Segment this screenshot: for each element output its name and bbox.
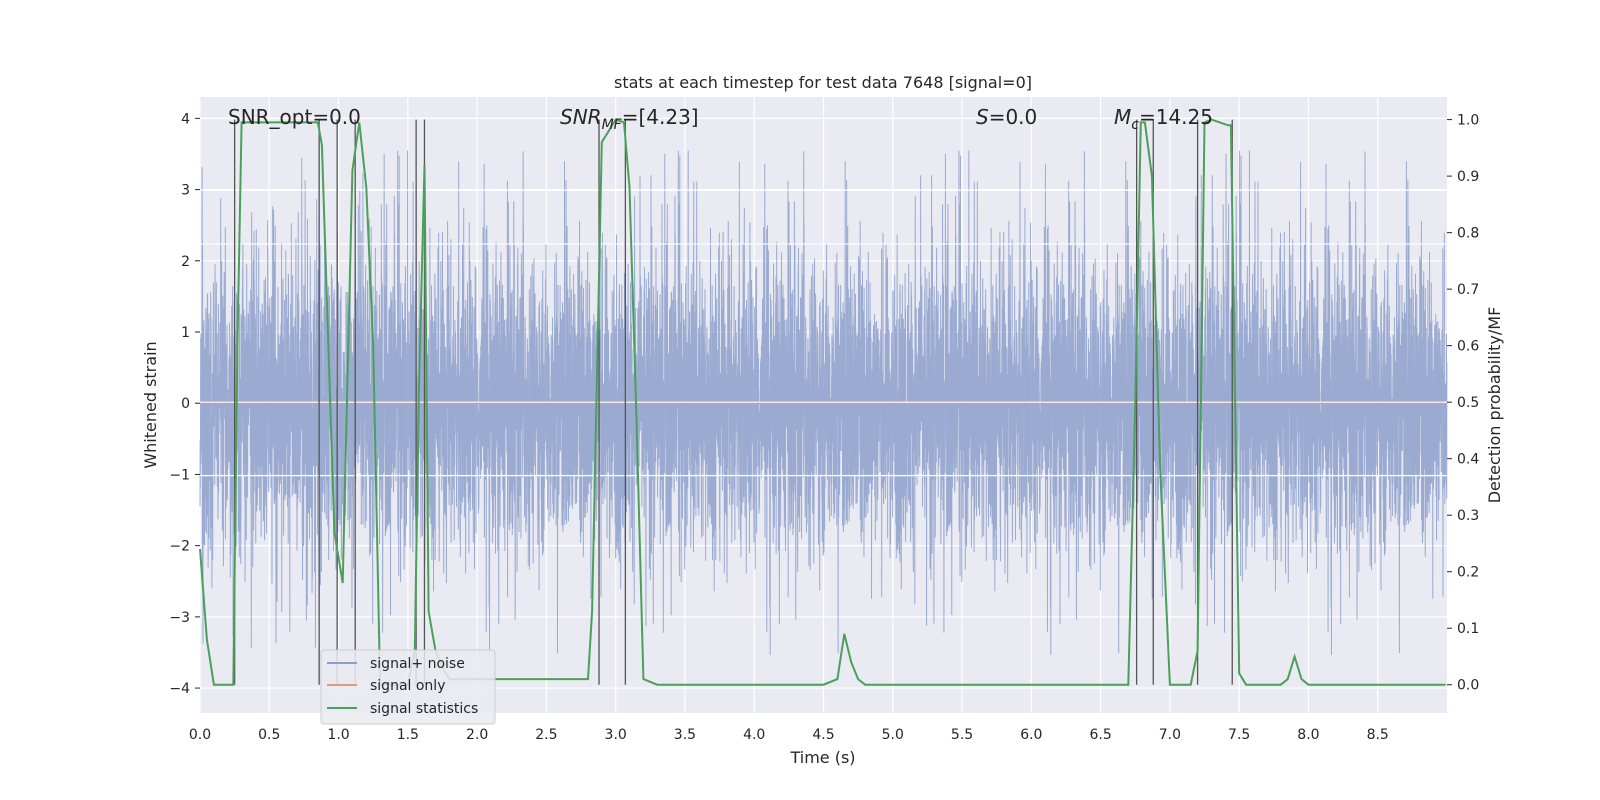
y-tick-label: −4 (169, 681, 190, 697)
x-tick-label: 8.5 (1367, 727, 1389, 743)
y-tick-label: −2 (169, 539, 190, 555)
annotation-snr-mf: SNRMF=[4.23] (560, 105, 699, 133)
legend-label-signal-statistics: signal statistics (370, 701, 478, 717)
y-right-tick-label: 0.3 (1457, 508, 1479, 524)
x-tick-label: 7.5 (1228, 727, 1250, 743)
annotation-snr-opt: SNR_opt=0.0 (228, 105, 361, 129)
x-tick-label: 1.5 (397, 727, 419, 743)
y-tick-label: 2 (181, 254, 190, 270)
annotation-mc-subscript: c (1131, 117, 1139, 133)
y-right-tick-label: 0.0 (1457, 678, 1479, 694)
y-tick-label: 1 (181, 325, 190, 341)
horizontal-reference-lines (200, 189, 1447, 477)
x-tick-label: 3.5 (674, 727, 696, 743)
annotation-mc-symbol: M (1114, 105, 1131, 129)
x-tick-label: 1.0 (327, 727, 349, 743)
x-tick-label: 5.0 (882, 727, 904, 743)
x-tick-label: 6.0 (1020, 727, 1042, 743)
x-tick-label: 0.5 (258, 727, 280, 743)
y-right-tick-label: 0.6 (1457, 339, 1479, 355)
signal-statistics-line (199, 118, 1446, 686)
annotation-mc: Mc=14.25 (1114, 105, 1213, 133)
y-right-tick-label: 1.0 (1457, 113, 1479, 129)
y-right-tick-label: 0.9 (1457, 169, 1479, 185)
y-right-tick-label: 0.2 (1457, 565, 1479, 581)
y-axis-left-label: Whitened strain (141, 341, 160, 468)
annotation-mc-value: =14.25 (1139, 105, 1213, 129)
series-signal-noise (199, 150, 1448, 656)
legend: signal+ noise signal only signal statist… (320, 649, 496, 725)
y-tick-label: −1 (169, 467, 190, 483)
y-tick-label: 0 (181, 396, 190, 412)
x-tick-label: 2.5 (535, 727, 557, 743)
y-right-tick-label: 0.1 (1457, 621, 1479, 637)
y-right-tick-label: 0.7 (1457, 282, 1479, 298)
chart-title: stats at each timestep for test data 764… (614, 73, 1032, 92)
y-right-tick-label: 0.5 (1457, 395, 1479, 411)
x-tick-label: 6.5 (1089, 727, 1111, 743)
x-axis-label: Time (s) (789, 748, 855, 767)
x-tick-label: 5.5 (951, 727, 973, 743)
y-tick-label: 4 (181, 111, 190, 127)
y-axis-right-ticks: 1.0 0.9 0.8 0.7 0.6 0.5 0.4 0.3 0.2 0.1 0.0 (1447, 113, 1479, 694)
y-tick-label: 3 (181, 183, 190, 199)
y-axis-left-ticks: 4 3 2 1 0 −1 −2 −3 −4 (169, 111, 200, 697)
x-tick-label: 8.0 (1297, 727, 1319, 743)
legend-label-signal-only: signal only (370, 678, 445, 694)
signal-noise-line (199, 150, 1448, 656)
y-axis-right-label: Detection probability/MF (1485, 307, 1504, 504)
annotation-s: S=0.0 (976, 105, 1037, 129)
annotation-s-symbol: S (976, 105, 989, 129)
legend-box (320, 649, 496, 725)
series-signal-statistics (199, 118, 1446, 686)
x-tick-label: 0.0 (189, 727, 211, 743)
annotation-snr-mf-value: =[4.23] (622, 105, 699, 129)
x-tick-label: 3.0 (605, 727, 627, 743)
x-tick-label: 4.5 (812, 727, 834, 743)
x-tick-label: 2.0 (466, 727, 488, 743)
x-axis-ticks: 0.0 0.5 1.0 1.5 2.0 2.5 3.0 3.5 4.0 4.5 5.0 5.5 6.0 6… (189, 727, 1389, 743)
annotation-snr-mf-symbol: SNR (560, 105, 602, 129)
y-right-tick-label: 0.4 (1457, 452, 1479, 468)
x-tick-label: 4.0 (743, 727, 765, 743)
legend-label-signal-noise: signal+ noise (370, 656, 465, 672)
annotation-snr-mf-subscript: MF (602, 117, 623, 133)
x-tick-label: 7.0 (1159, 727, 1181, 743)
y-tick-label: −3 (169, 610, 190, 626)
y-right-tick-label: 0.8 (1457, 226, 1479, 242)
annotation-s-value: =0.0 (989, 105, 1038, 129)
